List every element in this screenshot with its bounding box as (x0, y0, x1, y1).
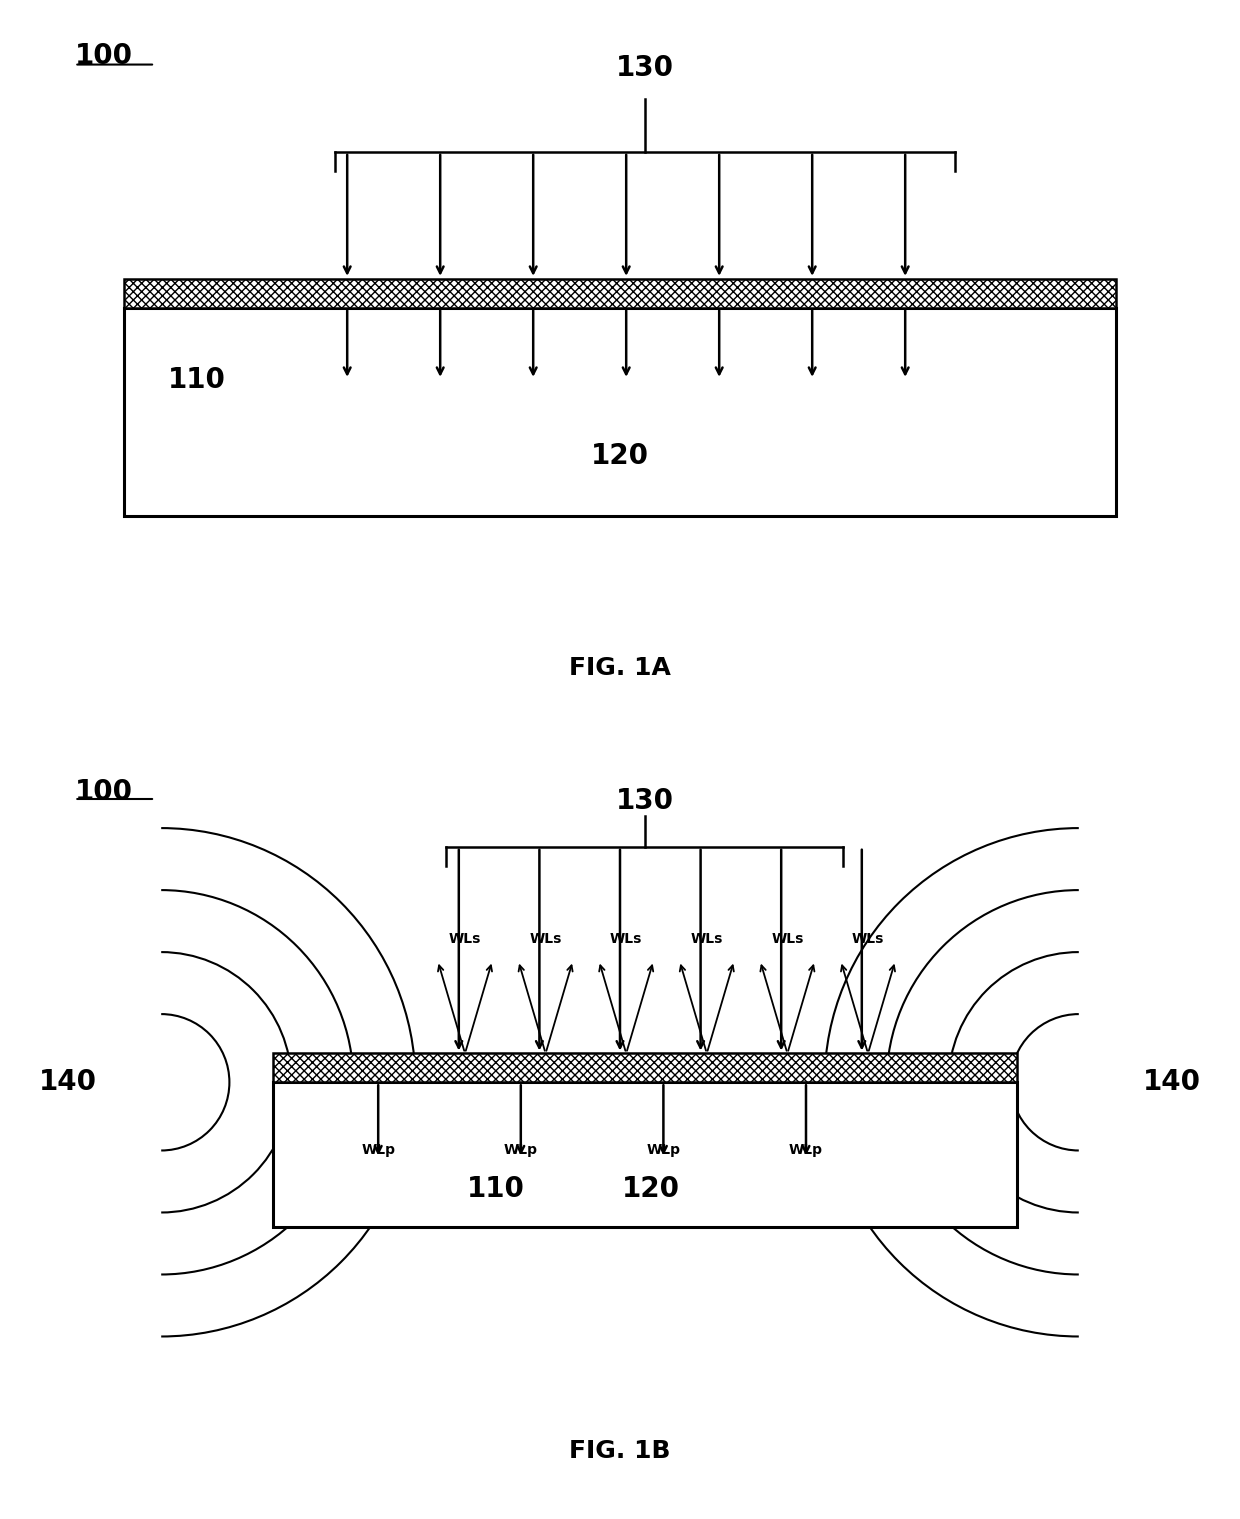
Text: 120: 120 (591, 442, 649, 469)
Text: FIG. 1B: FIG. 1B (569, 1438, 671, 1463)
Text: WLp: WLp (646, 1144, 681, 1157)
Bar (124, 279, 1116, 308)
Text: 130: 130 (616, 55, 673, 82)
Bar (124, 279, 1116, 308)
Bar (273, 1082, 1017, 1227)
Text: 120: 120 (622, 1174, 680, 1203)
Text: WLs: WLs (610, 931, 642, 945)
Text: WLs: WLs (529, 931, 562, 945)
Text: WLp: WLp (361, 1144, 396, 1157)
Text: 130: 130 (616, 787, 673, 816)
Text: WLs: WLs (691, 931, 723, 945)
Text: 140: 140 (40, 1068, 97, 1097)
Text: 100: 100 (74, 779, 133, 807)
Text: 100: 100 (74, 43, 133, 70)
Text: WLp: WLp (503, 1144, 538, 1157)
Bar (124, 308, 1116, 516)
Text: 110: 110 (167, 366, 226, 393)
Bar (273, 1054, 1017, 1082)
Text: WLs: WLs (771, 931, 804, 945)
Text: 110: 110 (467, 1174, 525, 1203)
Text: 140: 140 (1143, 1068, 1200, 1097)
Text: WLs: WLs (449, 931, 481, 945)
Bar (273, 1054, 1017, 1082)
Text: WLs: WLs (852, 931, 884, 945)
Text: WLp: WLp (789, 1144, 823, 1157)
Text: FIG. 1A: FIG. 1A (569, 656, 671, 681)
